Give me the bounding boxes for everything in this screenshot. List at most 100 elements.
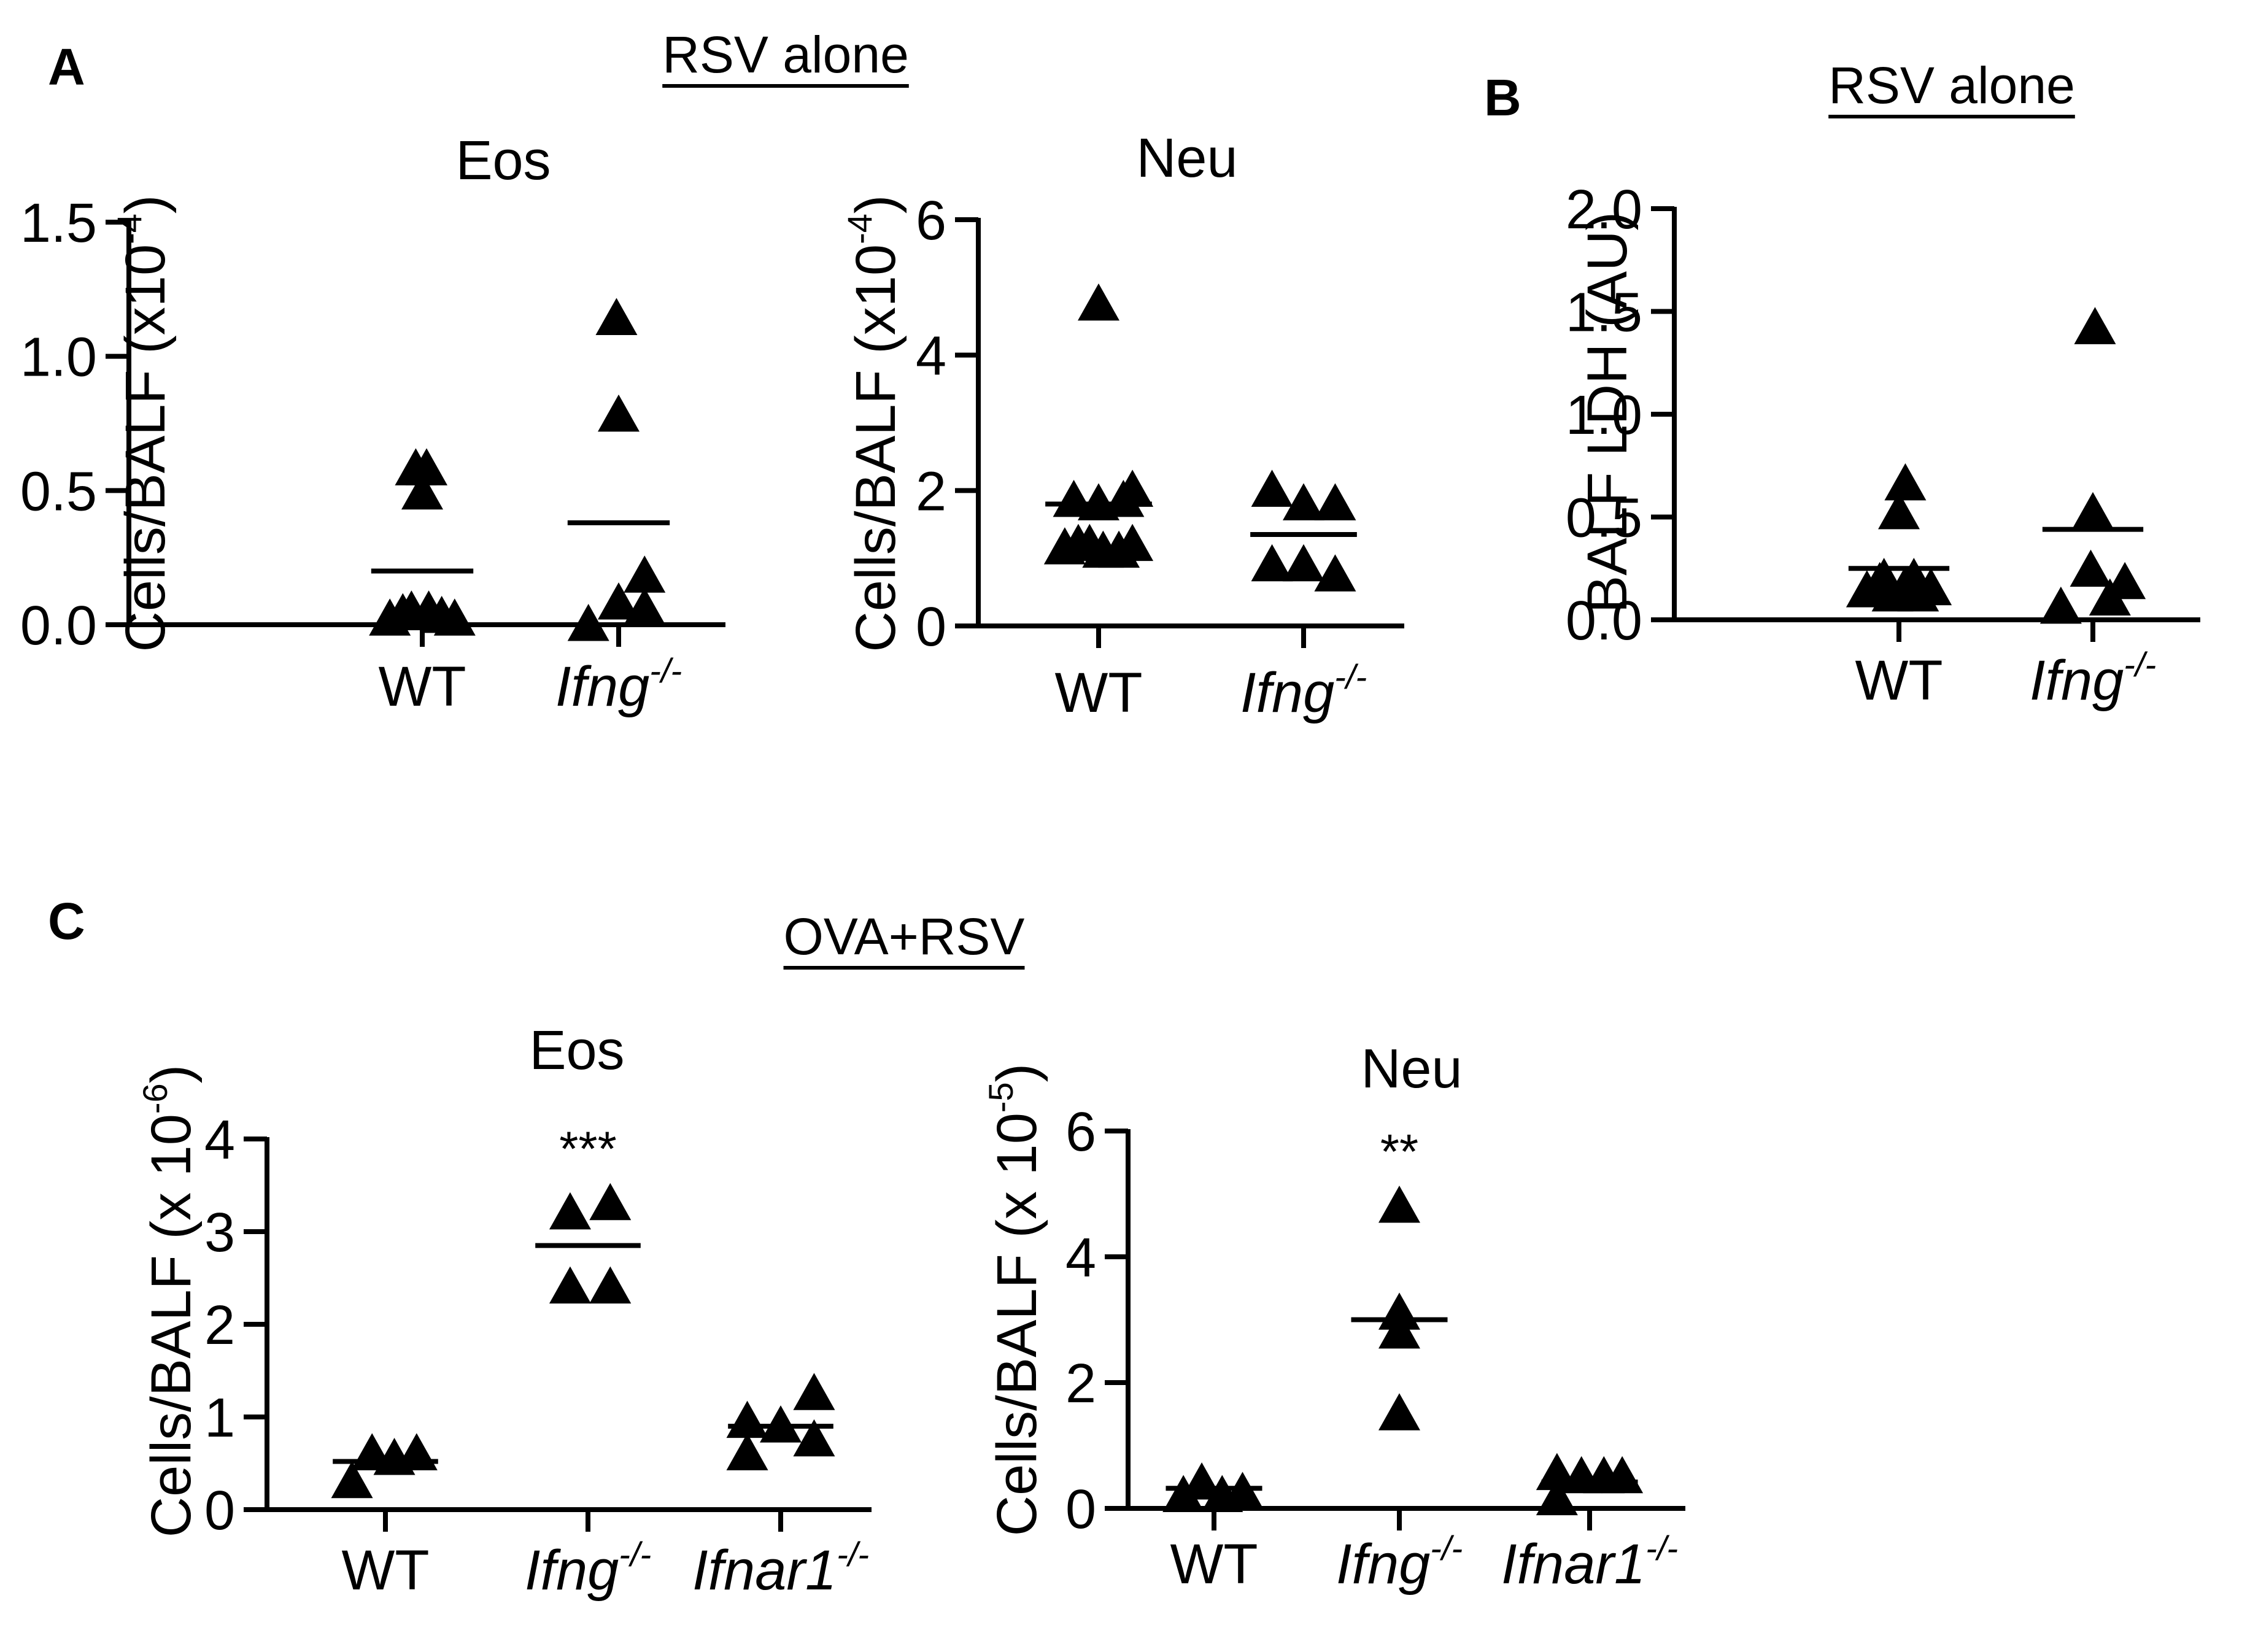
data-point — [2039, 586, 2082, 624]
category-label: Ifng-/- — [2030, 645, 2156, 712]
data-point — [1283, 544, 1324, 582]
y-tick-label: 0 — [916, 596, 946, 658]
data-point — [589, 1183, 632, 1221]
chart-4: 0 2 4 6 WT Ifng-/- Ifnar1-/- Neu Cells/BALF (x 1… — [981, 1038, 1685, 1596]
y-axis-label: Cells/BALF (x 10-6) — [136, 1065, 203, 1538]
data-point — [1111, 523, 1154, 562]
y-axis-label: Cells/BALF (x10-4) — [840, 195, 907, 652]
data-point — [624, 587, 666, 625]
chart-title: Eos — [529, 1020, 624, 1081]
data-point — [1162, 1475, 1205, 1513]
y-tick-label: 0.5 — [20, 461, 97, 522]
data-point — [1111, 469, 1154, 507]
data-point — [406, 448, 448, 485]
data-point — [549, 1266, 591, 1304]
y-tick-label: 0.0 — [1566, 590, 1642, 652]
panel-letter-b: B — [1484, 69, 1521, 126]
chart-1: 0 2 4 6 WT Ifng-/- Neu Cells/BALF (x10-4) — [840, 128, 1404, 724]
section-header-0: RSV alone — [662, 26, 909, 83]
data-point — [589, 1266, 632, 1304]
data-point — [793, 1419, 835, 1457]
data-point — [2072, 492, 2114, 530]
y-tick-label: 4 — [1065, 1227, 1096, 1289]
data-point — [2074, 307, 2116, 344]
category-label: Ifng-/- — [525, 1535, 651, 1602]
category-label: Ifng-/- — [555, 651, 682, 718]
y-tick-label: 1.0 — [1566, 385, 1642, 446]
y-tick-label: 1.0 — [20, 327, 97, 388]
data-point — [1536, 1478, 1578, 1516]
data-point — [793, 1373, 835, 1410]
data-point — [1378, 1393, 1420, 1430]
data-point — [401, 472, 443, 510]
y-tick-label: 1.5 — [20, 193, 97, 254]
y-tick-label: 2 — [204, 1295, 235, 1356]
data-point — [1878, 492, 1920, 530]
data-point — [2070, 549, 2112, 587]
chart-title: Eos — [455, 130, 551, 191]
y-tick-label: 3 — [204, 1202, 235, 1264]
data-point — [624, 555, 666, 593]
y-tick-label: 0 — [204, 1480, 235, 1542]
y-tick-label: 4 — [916, 326, 946, 387]
y-tick-label: 6 — [1065, 1102, 1096, 1163]
data-point — [1884, 463, 1927, 501]
chart-0: 0.0 0.5 1.0 1.5 WT Ifng-/- Eos Cells/BALF (x10-… — [20, 130, 725, 718]
y-tick-label: 1 — [204, 1388, 235, 1449]
y-tick-label: 2 — [1065, 1353, 1096, 1415]
data-point — [549, 1192, 591, 1230]
data-point — [2104, 562, 2146, 600]
chart-2: 0.0 0.5 1.0 1.5 2.0 WT Ifng-/- BALF LDH (AU) — [1566, 179, 2200, 712]
chart-title: Neu — [1136, 128, 1237, 189]
data-point — [1053, 479, 1095, 517]
y-axis-label: BALF LDH (AU) — [1576, 212, 1639, 613]
y-tick-label: 4 — [204, 1110, 235, 1171]
data-point — [1378, 1311, 1420, 1349]
category-label: WT — [1170, 1533, 1258, 1596]
data-point — [433, 598, 476, 636]
significance-marker: ** — [1380, 1124, 1418, 1179]
data-point — [1863, 558, 1905, 595]
category-label: WT — [341, 1539, 429, 1602]
y-tick-label: 0.5 — [1566, 488, 1642, 549]
y-axis-label: Cells/BALF (x 10-5) — [981, 1063, 1048, 1537]
data-point — [595, 298, 638, 335]
category-label: Ifng-/- — [1240, 657, 1367, 724]
data-point — [331, 1461, 373, 1499]
section-header-2: OVA+RSV — [784, 908, 1025, 965]
category-label: Ifnar1-/- — [1501, 1529, 1678, 1596]
category-label: Ifng-/- — [1336, 1529, 1463, 1596]
y-axis-label: Cells/BALF (x10-4) — [110, 195, 177, 652]
data-point — [1314, 554, 1356, 592]
y-tick-label: 1.5 — [1566, 282, 1642, 344]
data-point — [1078, 283, 1119, 321]
y-tick-label: 2 — [916, 461, 946, 522]
significance-marker: *** — [559, 1122, 616, 1176]
data-point — [1378, 1186, 1420, 1223]
data-point — [726, 1400, 768, 1438]
data-point — [1314, 483, 1356, 520]
chart-title: Neu — [1361, 1038, 1462, 1100]
chart-3: 0 1 2 3 4 WT Ifng-/- Ifnar1-/- Eos Cells/BALF (x … — [136, 1020, 872, 1602]
data-point — [1378, 1292, 1420, 1330]
data-point — [598, 582, 640, 620]
data-point — [598, 394, 640, 432]
data-point — [1893, 558, 1935, 595]
charts: 0.0 0.5 1.0 1.5 WT Ifng-/- Eos Cells/BALF (x10-… — [20, 128, 2200, 1602]
y-tick-label: 0 — [1065, 1479, 1096, 1540]
data-point — [1251, 469, 1293, 507]
category-label: WT — [1054, 662, 1142, 724]
panel-letter-a: A — [48, 38, 85, 96]
data-point — [1251, 544, 1293, 582]
y-tick-label: 0.0 — [20, 595, 97, 657]
data-point — [567, 604, 609, 641]
panel-letter-c: C — [48, 892, 85, 950]
data-point — [726, 1433, 768, 1470]
section-header-1: RSV alone — [1828, 56, 2075, 114]
category-label: WT — [378, 655, 466, 718]
y-tick-label: 2.0 — [1566, 179, 1642, 241]
category-label: WT — [1855, 649, 1943, 712]
data-point — [1910, 568, 1952, 606]
